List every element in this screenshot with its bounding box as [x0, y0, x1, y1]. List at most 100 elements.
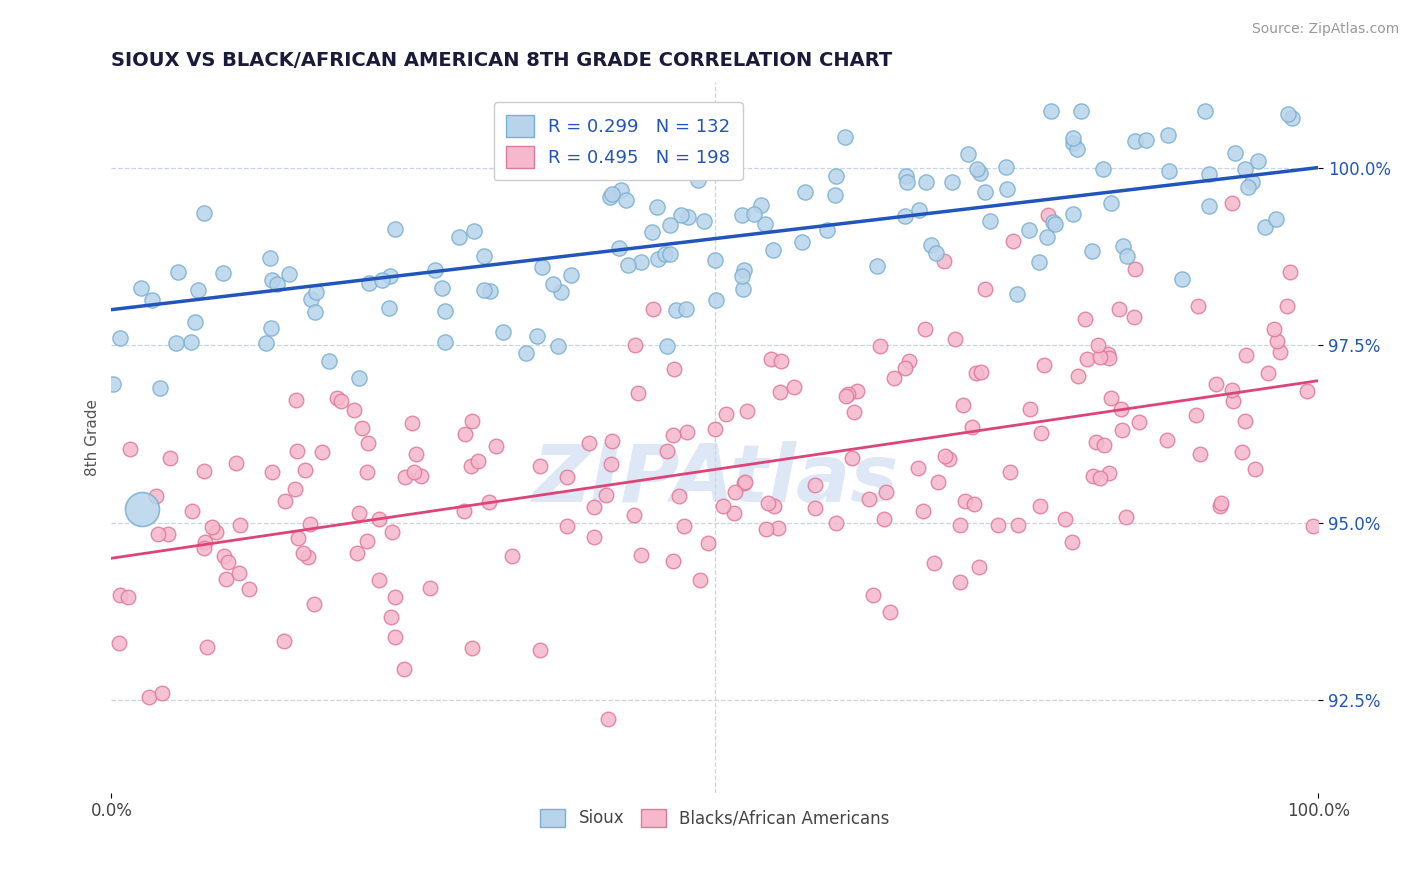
- Point: [645, 200, 668, 214]
- Point: [262, 465, 284, 479]
- Point: [368, 512, 391, 526]
- Point: [600, 434, 623, 448]
- Point: [956, 146, 979, 161]
- Point: [1275, 299, 1298, 313]
- Point: [1054, 512, 1077, 526]
- Point: [138, 690, 160, 705]
- Point: [770, 354, 793, 368]
- Point: [623, 508, 645, 522]
- Point: [949, 574, 972, 589]
- Point: [974, 282, 997, 296]
- Point: [734, 475, 756, 489]
- Point: [647, 252, 669, 267]
- Point: [676, 210, 699, 224]
- Point: [1187, 299, 1209, 313]
- Point: [254, 336, 277, 351]
- Point: [204, 524, 226, 539]
- Point: [342, 403, 364, 417]
- Point: [1194, 103, 1216, 118]
- Point: [146, 527, 169, 541]
- Point: [875, 484, 897, 499]
- Point: [657, 339, 679, 353]
- Point: [367, 573, 389, 587]
- Point: [654, 247, 676, 261]
- Point: [898, 353, 921, 368]
- Point: [862, 588, 884, 602]
- Point: [1198, 199, 1220, 213]
- Point: [294, 463, 316, 477]
- Point: [703, 252, 725, 267]
- Point: [401, 416, 423, 430]
- Point: [1005, 287, 1028, 301]
- Point: [1233, 161, 1256, 176]
- Point: [1244, 461, 1267, 475]
- Point: [941, 175, 963, 189]
- Point: [108, 588, 131, 602]
- Point: [1092, 438, 1115, 452]
- Point: [211, 266, 233, 280]
- Point: [460, 459, 482, 474]
- Point: [762, 243, 785, 257]
- Point: [193, 206, 215, 220]
- Point: [262, 273, 284, 287]
- Point: [298, 516, 321, 531]
- Point: [1099, 195, 1122, 210]
- Point: [201, 520, 224, 534]
- Point: [671, 208, 693, 222]
- Point: [195, 640, 218, 654]
- Point: [460, 641, 482, 656]
- Point: [167, 265, 190, 279]
- Point: [501, 549, 523, 563]
- Point: [463, 224, 485, 238]
- Point: [595, 488, 617, 502]
- Point: [1171, 271, 1194, 285]
- Point: [627, 386, 650, 401]
- Point: [1257, 366, 1279, 380]
- Point: [238, 582, 260, 597]
- Point: [1157, 128, 1180, 142]
- Point: [614, 194, 637, 208]
- Point: [896, 175, 918, 189]
- Point: [101, 376, 124, 391]
- Point: [531, 260, 554, 275]
- Point: [1081, 244, 1104, 258]
- Point: [837, 387, 859, 401]
- Point: [381, 524, 404, 539]
- Point: [1115, 510, 1137, 524]
- Point: [659, 218, 682, 232]
- Point: [763, 499, 786, 513]
- Point: [1253, 220, 1275, 235]
- Point: [1189, 447, 1212, 461]
- Point: [131, 281, 153, 295]
- Point: [193, 464, 215, 478]
- Point: [662, 428, 685, 442]
- Point: [1087, 338, 1109, 352]
- Point: [668, 489, 690, 503]
- Point: [357, 276, 380, 290]
- Point: [1028, 255, 1050, 269]
- Point: [842, 405, 865, 419]
- Point: [299, 292, 322, 306]
- Point: [755, 522, 778, 536]
- Point: [560, 268, 582, 282]
- Point: [225, 456, 247, 470]
- Point: [841, 451, 863, 466]
- Point: [278, 267, 301, 281]
- Point: [1135, 132, 1157, 146]
- Point: [329, 394, 352, 409]
- Point: [825, 516, 848, 530]
- Point: [356, 533, 378, 548]
- Point: [894, 361, 917, 376]
- Point: [165, 335, 187, 350]
- Point: [1045, 217, 1067, 231]
- Point: [873, 512, 896, 526]
- Point: [419, 581, 441, 595]
- Point: [995, 182, 1018, 196]
- Point: [915, 175, 938, 189]
- Point: [599, 457, 621, 471]
- Point: [834, 129, 856, 144]
- Point: [1090, 470, 1112, 484]
- Point: [356, 466, 378, 480]
- Point: [970, 365, 993, 379]
- Point: [1062, 207, 1084, 221]
